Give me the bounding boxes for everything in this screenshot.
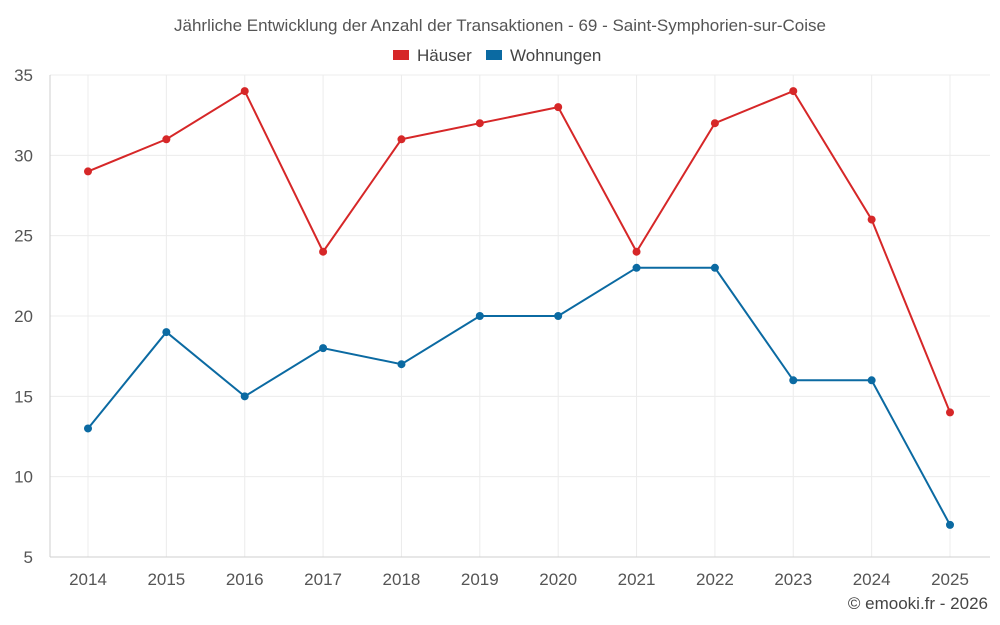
data-point-wohnungen <box>240 392 249 401</box>
y-tick-label: 10 <box>14 468 33 487</box>
y-tick-label: 20 <box>14 307 33 326</box>
data-point-wohnungen <box>397 360 406 369</box>
x-tick-label: 2017 <box>304 570 342 589</box>
data-point-wohnungen <box>475 312 484 320</box>
x-tick-label: 2019 <box>461 570 499 589</box>
legend: Häuser Wohnungen <box>393 46 601 65</box>
data-point-haeuser <box>946 408 954 417</box>
series-line-wohnungen <box>87 266 951 526</box>
x-tick-label: 2014 <box>69 570 107 589</box>
x-tick-label: 2024 <box>853 570 891 589</box>
y-tick-label: 25 <box>14 227 33 246</box>
data-point-haeuser <box>789 87 798 96</box>
data-point-haeuser <box>397 135 406 144</box>
x-tick-label: 2015 <box>147 570 185 589</box>
legend-label-wohnungen: Wohnungen <box>510 46 601 65</box>
data-point-haeuser <box>240 87 249 96</box>
y-tick-label: 15 <box>14 387 33 406</box>
data-point-haeuser <box>319 247 328 256</box>
x-tick-label: 2025 <box>931 570 969 589</box>
data-point-wohnungen <box>162 328 171 337</box>
x-tick-label: 2020 <box>539 570 577 589</box>
x-tick-label: 2022 <box>696 570 734 589</box>
data-point-haeuser <box>867 215 876 224</box>
data-point-haeuser <box>554 103 563 112</box>
data-point-wohnungen <box>554 312 563 320</box>
y-tick-label: 35 <box>14 66 33 85</box>
y-axis-ticks: 5 10 15 20 25 30 35 <box>14 66 33 567</box>
data-point-wohnungen <box>632 263 641 272</box>
x-axis-ticks: 2014 2015 2016 2017 2018 2019 2020 2021 2022 2023… <box>69 570 969 589</box>
data-point-haeuser <box>84 167 92 176</box>
data-point-wohnungen <box>946 520 954 529</box>
data-point-haeuser <box>475 119 484 128</box>
series-line-haeuser <box>87 89 951 413</box>
legend-swatch-wohnungen <box>486 50 502 60</box>
data-point-haeuser <box>710 119 719 128</box>
data-point-wohnungen <box>84 424 92 433</box>
legend-swatch-haeuser <box>393 50 409 60</box>
series-lines <box>84 87 954 529</box>
credit-text: © emooki.fr - 2026 <box>848 594 988 613</box>
chart-title: Jährliche Entwicklung der Anzahl der Tra… <box>174 16 826 35</box>
data-point-wohnungen <box>867 376 876 385</box>
data-point-wohnungen <box>789 376 798 385</box>
data-point-haeuser <box>632 247 641 256</box>
data-point-wohnungen <box>710 263 719 272</box>
data-point-haeuser <box>162 135 171 144</box>
x-tick-label: 2016 <box>226 570 264 589</box>
legend-label-haeuser: Häuser <box>417 46 472 65</box>
x-tick-label: 2023 <box>774 570 812 589</box>
y-tick-label: 30 <box>14 146 33 165</box>
data-point-wohnungen <box>319 344 328 353</box>
y-tick-label: 5 <box>24 548 33 567</box>
x-tick-label: 2018 <box>383 570 421 589</box>
x-tick-label: 2021 <box>618 570 656 589</box>
